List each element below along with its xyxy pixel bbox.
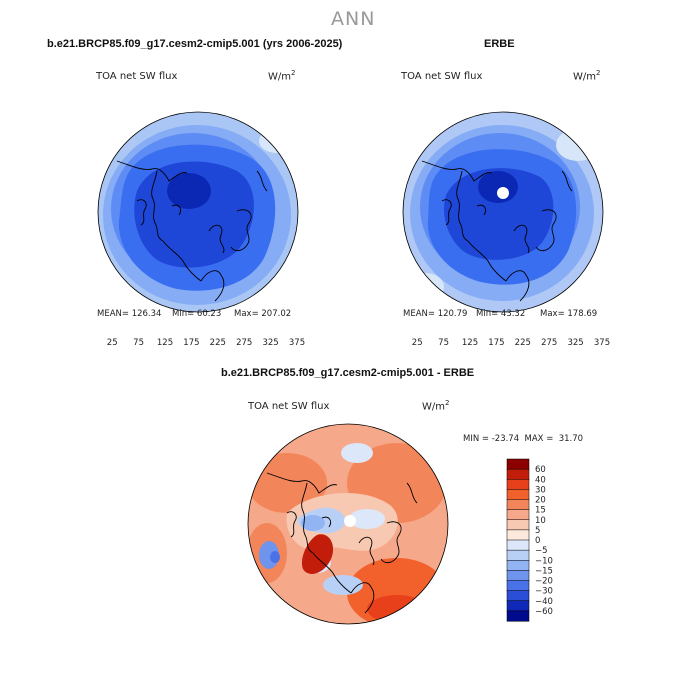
- colorbar-tick-label: 30: [535, 485, 546, 495]
- model-panel-header: b.e21.BRCP85.f09_g17.cesm2-cmip5.001 (yr…: [47, 38, 343, 50]
- diff-minmax-stat: MIN = -23.74 MAX = 31.70: [463, 434, 584, 444]
- colorbar-swatch: [506, 509, 530, 521]
- colorbar-tick-label: 125: [462, 338, 478, 348]
- colorbar-tick-label: 10: [535, 516, 546, 526]
- colorbar-tick-label: −60: [535, 607, 553, 617]
- colorbar-swatch: [506, 519, 530, 531]
- colorbar-tick-label: 225: [515, 338, 531, 348]
- model-mean-stat: MEAN= 126.34: [97, 309, 162, 319]
- colorbar-tick-label: 175: [488, 338, 504, 348]
- colorbar-tick-label: 275: [541, 338, 557, 348]
- model-max-stat: Max= 207.02: [234, 309, 292, 319]
- missing-data-hole: [497, 187, 509, 199]
- diff-panel-header: b.e21.BRCP85.f09_g17.cesm2-cmip5.001 - E…: [221, 367, 475, 379]
- colorbar-tick-label: 125: [157, 338, 173, 348]
- colorbar-tick-label: 175: [183, 338, 199, 348]
- colorbar-tick-label: 5: [535, 526, 540, 536]
- erbe-unit-label: W/m2: [573, 69, 600, 82]
- colorbar-tick-label: −30: [535, 587, 553, 597]
- colorbar-swatch: [506, 570, 530, 582]
- unit-exponent: 2: [291, 69, 296, 77]
- erbe-colorbar: 25 75 125 175 225 275 325 375: [412, 338, 610, 348]
- colorbar-tick-label: 225: [210, 338, 226, 348]
- colorbar-tick-label: −40: [535, 597, 553, 607]
- colorbar-tick-label: 275: [236, 338, 252, 348]
- model-polar-map: [97, 111, 299, 313]
- colorbar-swatch: [506, 539, 530, 551]
- colorbar-swatch: [506, 489, 530, 501]
- colorbar-tick-label: −5: [535, 546, 548, 556]
- page-title: ANN: [331, 8, 376, 30]
- unit-exponent: 2: [596, 69, 601, 77]
- coastlines: [116, 160, 268, 302]
- colorbar-tick-label: 15: [535, 506, 546, 516]
- flux-band-max: [167, 173, 211, 209]
- colorbar-swatch: [506, 499, 530, 511]
- model-colorbar: 25 75 125 175 225 275 325 375: [107, 338, 305, 348]
- colorbar-tick-label: 375: [289, 338, 305, 348]
- colorbar-tick-label: 20: [535, 496, 546, 506]
- colorbar-tick-label: −10: [535, 556, 553, 566]
- colorbar-swatch: [506, 468, 530, 480]
- colorbar-tick-label: 0: [535, 536, 540, 546]
- colorbar-tick-label: 25: [107, 338, 118, 348]
- colorbar-swatch: [506, 479, 530, 490]
- missing-data-hole: [344, 515, 356, 527]
- colorbar-tick-label: 325: [262, 338, 278, 348]
- colorbar-tick-label: 60: [535, 465, 546, 475]
- diff-unit-label: W/m2: [422, 399, 449, 412]
- flux-band-core: [134, 161, 254, 268]
- colorbar-swatch: [506, 600, 530, 612]
- colorbar-tick-label: 75: [133, 338, 144, 348]
- colorbar-tick-label: −15: [535, 566, 553, 576]
- erbe-mean-stat: MEAN= 120.79: [403, 309, 468, 319]
- unit-base: W/m: [422, 401, 445, 413]
- colorbar-swatch: [506, 529, 530, 541]
- colorbar-tick-label: 25: [412, 338, 423, 348]
- unit-exponent: 2: [445, 399, 450, 407]
- model-min-stat: Min= 60.23: [172, 309, 222, 319]
- colorbar-swatch: [506, 590, 530, 602]
- map-boundary: [97, 111, 299, 313]
- colorbar-tick-label: 40: [535, 475, 546, 485]
- colorbar-swatch: [506, 610, 530, 622]
- colorbar-swatch: [506, 549, 530, 561]
- unit-base: W/m: [268, 71, 291, 83]
- erbe-min-stat: Min= 43.32: [476, 309, 526, 319]
- colorbar-swatch: [506, 560, 530, 571]
- model-variable-label: TOA net SW flux: [96, 71, 178, 82]
- colorbar-swatch: [506, 458, 530, 470]
- erbe-panel-header: ERBE: [484, 38, 515, 50]
- erbe-variable-label: TOA net SW flux: [401, 71, 483, 82]
- erbe-polar-map: [402, 111, 604, 313]
- unit-base: W/m: [573, 71, 596, 83]
- colorbar-swatch: [506, 580, 530, 592]
- colorbar-tick-label: −20: [535, 577, 553, 587]
- erbe-max-stat: Max= 178.69: [540, 309, 598, 319]
- colorbar-tick-label: 75: [438, 338, 449, 348]
- diff-polar-map: [247, 423, 449, 625]
- colorbar-tick-label: 375: [594, 338, 610, 348]
- diff-variable-label: TOA net SW flux: [248, 401, 330, 412]
- colorbar-tick-label: 325: [567, 338, 583, 348]
- model-unit-label: W/m2: [268, 69, 295, 82]
